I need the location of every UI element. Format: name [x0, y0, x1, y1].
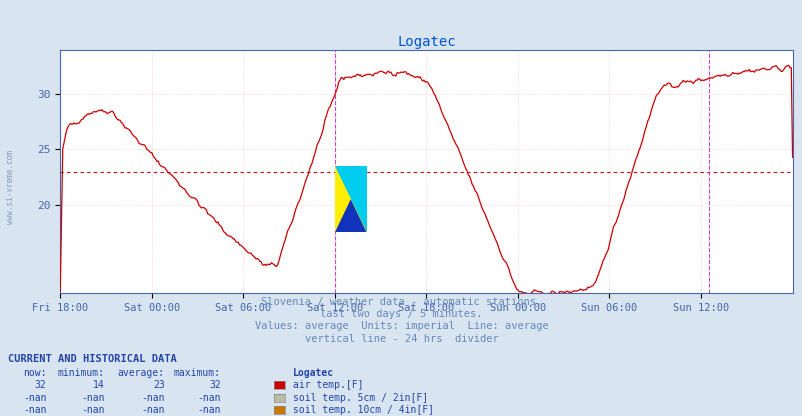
Title: Logatec: Logatec	[396, 35, 456, 49]
Text: CURRENT AND HISTORICAL DATA: CURRENT AND HISTORICAL DATA	[8, 354, 176, 364]
Text: -nan: -nan	[141, 405, 164, 415]
Text: Logatec: Logatec	[293, 368, 334, 378]
Text: -nan: -nan	[23, 393, 47, 403]
Text: 32: 32	[34, 380, 47, 390]
Text: www.si-vreme.com: www.si-vreme.com	[6, 150, 15, 224]
Text: -nan: -nan	[141, 393, 164, 403]
Text: -nan: -nan	[81, 405, 104, 415]
Polygon shape	[334, 199, 367, 233]
Text: 14: 14	[92, 380, 104, 390]
Text: maximum:: maximum:	[173, 368, 221, 378]
Text: soil temp. 10cm / 4in[F]: soil temp. 10cm / 4in[F]	[293, 405, 434, 415]
Text: now:: now:	[23, 368, 47, 378]
Text: vertical line - 24 hrs  divider: vertical line - 24 hrs divider	[304, 334, 498, 344]
Text: average:: average:	[117, 368, 164, 378]
Text: 23: 23	[152, 380, 164, 390]
Text: Values: average  Units: imperial  Line: average: Values: average Units: imperial Line: av…	[254, 322, 548, 332]
Text: -nan: -nan	[197, 393, 221, 403]
Text: minimum:: minimum:	[57, 368, 104, 378]
Text: -nan: -nan	[81, 393, 104, 403]
Text: soil temp. 5cm / 2in[F]: soil temp. 5cm / 2in[F]	[293, 393, 427, 403]
Text: 32: 32	[209, 380, 221, 390]
Text: air temp.[F]: air temp.[F]	[293, 380, 363, 390]
Polygon shape	[334, 166, 367, 233]
Text: -nan: -nan	[23, 405, 47, 415]
Text: last two days / 5 minutes.: last two days / 5 minutes.	[320, 309, 482, 319]
Text: -nan: -nan	[197, 405, 221, 415]
Text: Slovenia / weather data - automatic stations.: Slovenia / weather data - automatic stat…	[261, 297, 541, 307]
